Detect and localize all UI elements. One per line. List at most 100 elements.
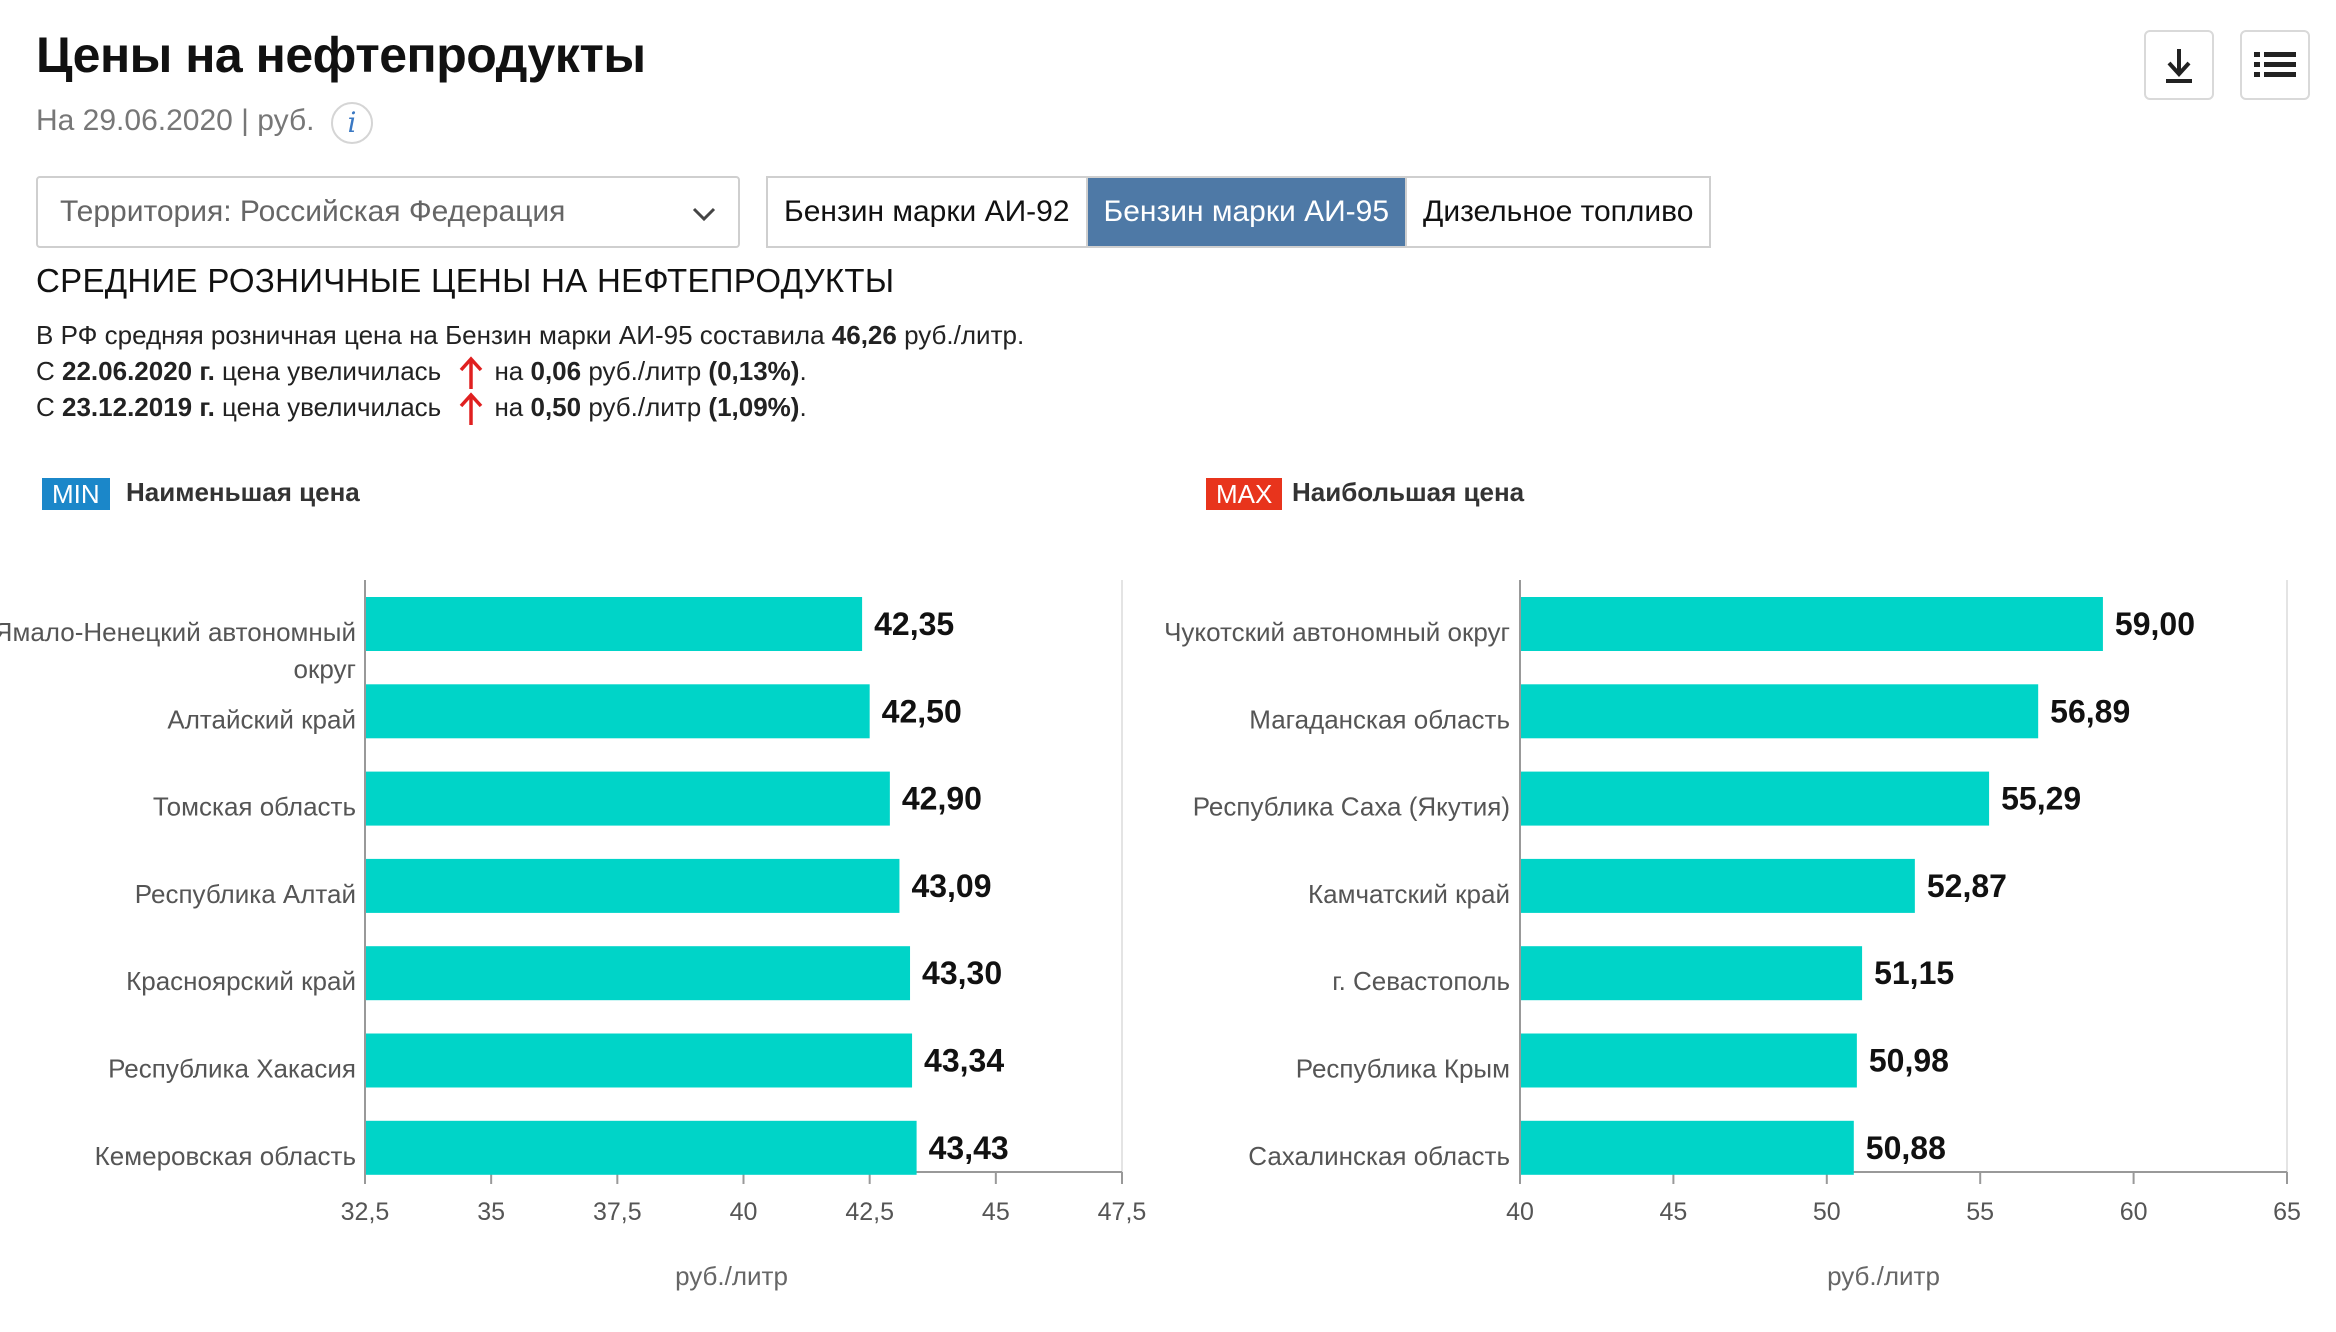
tab-ai92[interactable]: Бензин марки АИ-92 — [784, 195, 1070, 228]
bar — [1521, 597, 2103, 651]
summary-value: 0,50 — [530, 392, 582, 422]
fuel-tabs: Бензин марки АИ-92 Бензин марки АИ-95 Ди… — [766, 176, 1712, 248]
page-subtitle: На 29.06.2020 | руб. — [36, 104, 315, 137]
summary-value: 46,26 — [831, 320, 897, 350]
max-legend-label: Наибольшая цена — [1292, 477, 1525, 507]
x-tick-label: 40 — [730, 1198, 758, 1226]
arrow-up-icon — [460, 392, 483, 426]
summary-percent: (0,13%) — [708, 356, 800, 386]
summary-text: . — [799, 392, 807, 422]
bar-value-label: 50,88 — [1866, 1130, 1946, 1166]
bar — [366, 771, 890, 826]
summary-text: на — [494, 392, 531, 422]
summary-text: С — [36, 392, 62, 422]
bar — [1521, 684, 2039, 739]
x-tick-label: 42,5 — [845, 1198, 894, 1226]
download-icon — [2166, 49, 2192, 83]
bar — [366, 946, 911, 1001]
bar — [1521, 946, 1863, 1001]
bar-value-label: 56,89 — [2050, 693, 2130, 729]
x-tick-label: 45 — [982, 1198, 1010, 1226]
bar-value-label: 51,15 — [1874, 955, 1954, 991]
bar — [1521, 858, 1915, 913]
summary-line-year: С 23.12.2019 г. цена увеличилась на 0,50… — [36, 392, 807, 426]
summary-text: цена увеличилась — [214, 356, 442, 386]
bar-value-label: 43,09 — [911, 868, 991, 904]
summary-text: руб./литр — [581, 356, 709, 386]
summary-text: цена увеличилась — [214, 392, 442, 422]
territory-select-value: Территория: Российская Федерация — [60, 195, 566, 228]
category-label: Чукотский автономный округ — [1164, 617, 1510, 647]
x-tick-label: 37,5 — [593, 1198, 642, 1226]
bar-value-label: 43,43 — [929, 1130, 1009, 1166]
summary-text: на — [494, 356, 531, 386]
info-icon[interactable]: i — [331, 102, 373, 144]
category-label: Республика Крым — [1296, 1054, 1510, 1084]
summary-text: В РФ средняя розничная цена на Бензин ма… — [36, 320, 832, 350]
bar-value-label: 59,00 — [2115, 606, 2195, 642]
summary-text: руб./литр — [581, 392, 709, 422]
bar-value-label: 43,34 — [924, 1043, 1004, 1079]
summary-date: 23.12.2019 г. — [62, 392, 215, 422]
territory-select[interactable]: Территория: Российская Федерация — [36, 176, 740, 248]
bar — [1521, 1120, 1854, 1175]
tab-diesel[interactable]: Дизельное топливо — [1405, 178, 1709, 246]
arrow-up-icon — [460, 356, 483, 390]
bar-value-label: 42,50 — [882, 693, 962, 729]
bar-value-label: 50,98 — [1869, 1043, 1949, 1079]
bar-value-label: 43,30 — [922, 955, 1002, 991]
chevron-down-icon — [692, 207, 716, 222]
x-tick-label: 60 — [2120, 1198, 2148, 1226]
bar-value-label: 52,87 — [1927, 868, 2007, 904]
summary-date: 22.06.2020 г. — [62, 356, 215, 386]
page-title: Цены на нефтепродукты — [36, 27, 646, 83]
bar — [366, 597, 863, 651]
section-title: СРЕДНИЕ РОЗНИЧНЫЕ ЦЕНЫ НА НЕФТЕПРОДУКТЫ — [36, 262, 895, 299]
summary-line-average: В РФ средняя розничная цена на Бензин ма… — [36, 320, 1024, 351]
summary-value: 0,06 — [530, 356, 582, 386]
x-tick-label: 45 — [1659, 1198, 1687, 1226]
category-label: Сахалинская область — [1248, 1141, 1510, 1171]
tab-ai95[interactable]: Бензин марки АИ-95 — [1085, 178, 1405, 246]
category-label: Кемеровская область — [95, 1141, 356, 1171]
x-tick-label: 65 — [2273, 1198, 2301, 1226]
summary-text: . — [799, 356, 807, 386]
bar-value-label: 55,29 — [2001, 781, 2081, 817]
list-view-button[interactable] — [2240, 30, 2310, 100]
category-label: Алтайский край — [167, 704, 356, 734]
bar — [366, 858, 900, 913]
summary-text: С — [36, 356, 62, 386]
category-label: Камчатский край — [1308, 879, 1510, 909]
list-icon — [2254, 52, 2296, 77]
min-price-chart: 32,5 35 37,5 40 42,5 45 47,5 42,35 Ямало-Ненецки… — [0, 580, 1147, 1291]
category-label: Томская область — [153, 792, 356, 822]
bar — [366, 1120, 917, 1175]
bar — [1521, 771, 1990, 826]
x-axis-label: руб./литр — [675, 1261, 788, 1291]
summary-line-week: С 22.06.2020 г. цена увеличилась на 0,06… — [36, 356, 807, 390]
category-label: Республика Саха (Якутия) — [1193, 792, 1510, 822]
category-label: Республика Хакасия — [108, 1054, 356, 1084]
category-label: г. Севастополь — [1332, 966, 1510, 996]
category-label: Республика Алтай — [135, 879, 356, 909]
bar — [366, 1033, 913, 1088]
min-badge: MIN — [42, 478, 110, 510]
bar — [366, 684, 870, 739]
summary-text: руб./литр. — [896, 320, 1025, 350]
x-tick-label: 55 — [1966, 1198, 1994, 1226]
category-label: Ямало-Ненецкий автономный округ — [0, 617, 356, 684]
bar — [1521, 1033, 1857, 1088]
x-tick-label: 47,5 — [1098, 1198, 1147, 1226]
category-label: Магаданская область — [1249, 704, 1510, 734]
x-axis-label: руб./литр — [1827, 1261, 1940, 1291]
x-tick-label: 50 — [1813, 1198, 1841, 1226]
download-button[interactable] — [2144, 30, 2214, 100]
x-tick-label: 35 — [477, 1198, 505, 1226]
summary-percent: (1,09%) — [708, 392, 800, 422]
x-tick-label: 40 — [1506, 1198, 1534, 1226]
x-tick-label: 32,5 — [341, 1198, 390, 1226]
bar-value-label: 42,90 — [902, 781, 982, 817]
min-legend-label: Наименьшая цена — [126, 477, 360, 507]
bar-value-label: 42,35 — [874, 606, 954, 642]
category-label: Красноярский край — [126, 966, 356, 996]
